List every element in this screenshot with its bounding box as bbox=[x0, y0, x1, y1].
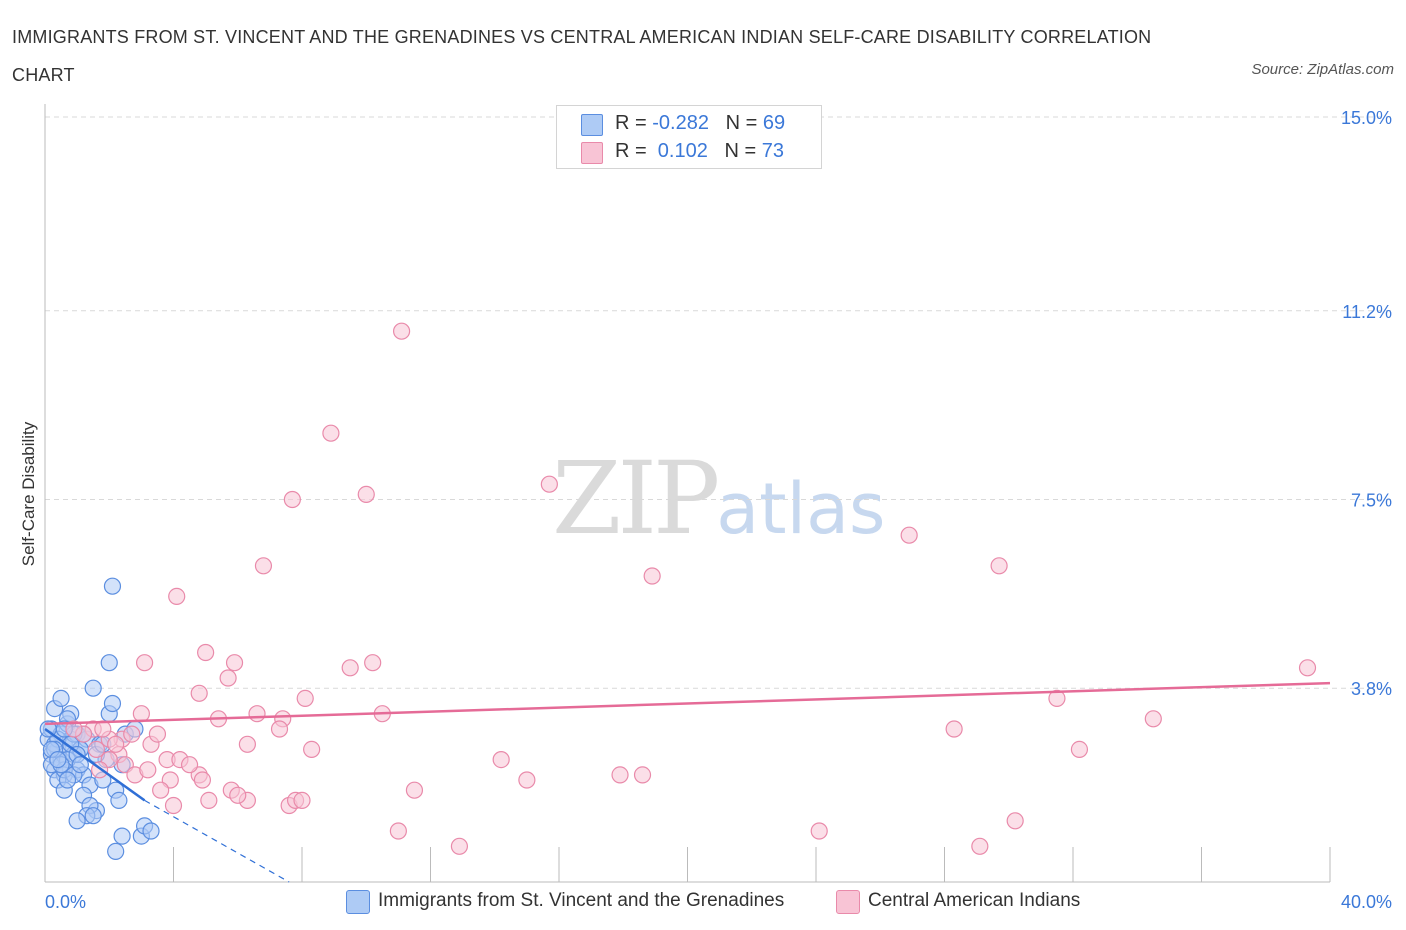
blue-data-point bbox=[113, 827, 131, 845]
blue-data-point bbox=[103, 694, 122, 713]
pink-data-point bbox=[364, 654, 382, 672]
source-credit: Source: ZipAtlas.com bbox=[1251, 61, 1394, 78]
pink-data-point bbox=[296, 689, 314, 708]
pink-data-point bbox=[87, 740, 106, 759]
pink-data-point bbox=[123, 725, 141, 743]
y-tick-label: 11.2% bbox=[1342, 302, 1392, 322]
legend-n-value-blue: 69 bbox=[762, 112, 786, 134]
y-axis-label: Self-Care Disability bbox=[19, 421, 38, 566]
legend-r-label-blue: R = bbox=[615, 112, 653, 134]
pink-data-point bbox=[900, 526, 918, 544]
pink-data-point bbox=[1298, 659, 1317, 677]
pink-data-point bbox=[392, 322, 411, 340]
pink-data-point bbox=[238, 735, 256, 753]
blue-data-point bbox=[52, 689, 70, 708]
pink-data-point bbox=[139, 761, 157, 779]
pink-data-point bbox=[810, 822, 828, 840]
x-tick-label: 0.0% bbox=[45, 892, 86, 912]
watermark: ZIPatlas bbox=[552, 440, 885, 557]
pink-data-point bbox=[283, 490, 301, 509]
pink-data-point bbox=[450, 837, 469, 855]
blue-data-point bbox=[103, 577, 122, 595]
legend-r-value-blue: -0.282 bbox=[652, 112, 709, 134]
pink-data-point bbox=[357, 485, 375, 503]
pink-data-point bbox=[492, 750, 510, 769]
bottom-legend-label-pink: Central American Indians bbox=[868, 890, 1081, 911]
blue-data-point bbox=[58, 771, 77, 789]
pink-data-point bbox=[341, 659, 359, 677]
pink-data-point bbox=[193, 771, 212, 789]
pink-data-point bbox=[971, 837, 989, 855]
blue-data-point bbox=[142, 822, 160, 840]
pink-data-point bbox=[65, 720, 83, 738]
pink-data-point bbox=[1144, 710, 1162, 728]
pink-data-point bbox=[633, 766, 652, 784]
pink-data-point bbox=[229, 786, 247, 804]
blue-data-point bbox=[68, 812, 86, 830]
blue-data-point bbox=[110, 791, 128, 810]
pink-data-point bbox=[219, 669, 237, 687]
pink-data-point bbox=[200, 791, 218, 810]
legend-swatch-pink bbox=[581, 142, 603, 164]
pink-data-point bbox=[270, 720, 289, 738]
stats-legend: R = -0.282 N = 69 R = 0.102 N = 73 bbox=[556, 105, 822, 169]
pink-data-point bbox=[152, 781, 170, 799]
blue-trend-extension bbox=[144, 799, 290, 883]
legend-swatch-blue bbox=[581, 114, 603, 136]
pink-data-point bbox=[990, 557, 1008, 575]
pink-data-point bbox=[254, 557, 273, 575]
pink-data-point bbox=[322, 424, 340, 442]
pink-data-point bbox=[643, 567, 661, 585]
y-tick-label: 3.8% bbox=[1351, 679, 1392, 699]
pink-data-point bbox=[405, 781, 424, 799]
pink-data-point bbox=[1070, 740, 1089, 759]
y-tick-label: 15.0% bbox=[1341, 108, 1392, 128]
pink-data-point bbox=[132, 705, 150, 723]
x-tick-label: 40.0% bbox=[1341, 892, 1392, 912]
legend-text-pink: R = 0.102 N = 73 bbox=[615, 140, 784, 163]
blue-trend-line bbox=[44, 727, 146, 802]
blue-data-point bbox=[84, 807, 102, 825]
blue-data-point bbox=[49, 750, 67, 769]
pink-data-point bbox=[293, 791, 311, 810]
pink-data-point bbox=[1048, 689, 1066, 708]
pink-data-point bbox=[1006, 812, 1024, 830]
pink-data-point bbox=[518, 771, 536, 789]
pink-data-point bbox=[180, 756, 199, 774]
pink-data-point bbox=[107, 735, 125, 753]
pink-data-point bbox=[389, 822, 407, 840]
y-tick-label: 7.5% bbox=[1351, 491, 1392, 511]
legend-n-value-pink: 73 bbox=[761, 140, 785, 162]
pink-trend-line bbox=[44, 681, 1331, 726]
chart-title: IMMIGRANTS FROM ST. VINCENT AND THE GREN… bbox=[12, 27, 1152, 85]
pink-data-point bbox=[611, 766, 629, 784]
legend-r-value-pink: 0.102 bbox=[652, 140, 708, 162]
pink-data-point bbox=[135, 654, 154, 672]
pink-data-point bbox=[303, 740, 321, 759]
pink-data-point bbox=[540, 475, 558, 493]
pink-data-point bbox=[148, 725, 167, 743]
legend-text-blue: R = -0.282 N = 69 bbox=[615, 112, 785, 135]
legend-n-label-pink: N = bbox=[724, 140, 762, 162]
watermark-sub: atlas bbox=[716, 468, 886, 550]
pink-data-point bbox=[945, 720, 963, 738]
pink-data-point bbox=[248, 705, 266, 723]
legend-r-label-pink: R = bbox=[615, 140, 653, 162]
pink-data-point bbox=[225, 654, 244, 672]
bottom-legend-swatch-pink bbox=[836, 890, 860, 914]
bottom-legend-swatch-blue bbox=[346, 890, 370, 914]
watermark-main: ZIP bbox=[552, 440, 720, 557]
blue-data-point bbox=[100, 654, 118, 672]
bottom-legend-label-blue: Immigrants from St. Vincent and the Gren… bbox=[378, 890, 785, 911]
legend-n-label-blue: N = bbox=[725, 112, 763, 134]
blue-data-point bbox=[107, 842, 125, 861]
pink-data-point bbox=[164, 796, 183, 815]
pink-data-point bbox=[168, 587, 186, 606]
blue-data-point bbox=[71, 756, 89, 774]
pink-data-point bbox=[190, 684, 208, 702]
pink-data-point bbox=[197, 643, 215, 662]
blue-data-point bbox=[84, 679, 102, 697]
